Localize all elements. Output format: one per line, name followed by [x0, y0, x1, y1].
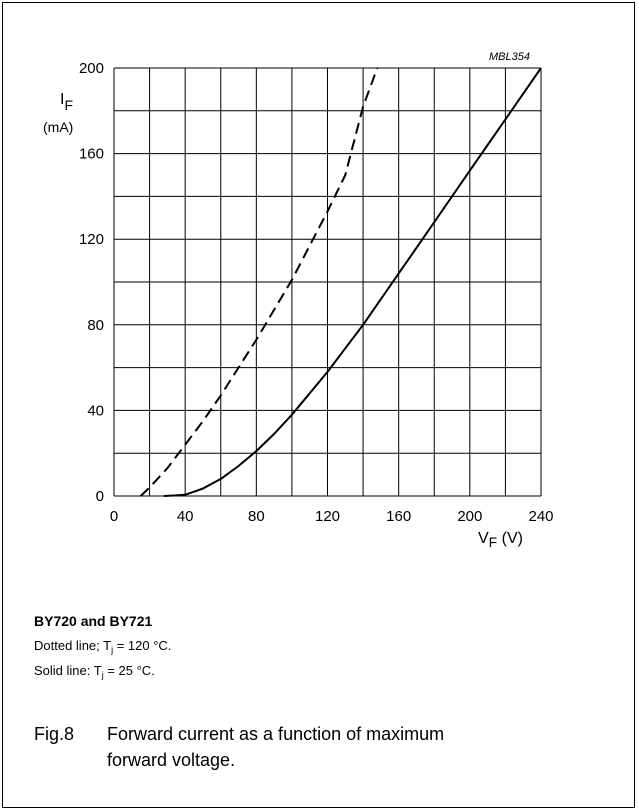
- series-solid-line: [163, 67, 542, 497]
- figure-title-line2: forward voltage.: [107, 750, 236, 770]
- x-tick-label: 40: [177, 508, 194, 525]
- x-tick-label: 120: [315, 508, 340, 525]
- figure-number: Fig.8: [34, 724, 75, 744]
- x-tick-label: 80: [248, 508, 265, 525]
- condition-solid: Solid line: Tj = 25 °C.: [34, 663, 155, 680]
- x-axis-label: VF (V): [478, 530, 523, 550]
- y-tick-label: 160: [79, 146, 104, 163]
- figure-title-line1: Forward current as a function of maximum: [107, 724, 445, 744]
- y-tick-label: 200: [79, 60, 104, 77]
- y-axis-label: IF: [60, 91, 73, 113]
- device-name: BY720 and BY721: [34, 613, 153, 629]
- tick-labels: 0 40 80 120 160 200 240 0 40 80 120 160 200: [79, 60, 554, 525]
- condition-dotted: Dotted line; Tj = 120 °C.: [34, 638, 172, 655]
- x-tick-label: 200: [457, 508, 482, 525]
- grid: [113, 67, 542, 497]
- y-tick-label: 120: [79, 231, 104, 248]
- y-axis-unit: (mA): [43, 119, 73, 135]
- x-tick-label: 240: [528, 508, 553, 525]
- chart-code: MBL354: [489, 51, 530, 63]
- series-group: [140, 67, 542, 497]
- x-tick-label: 0: [110, 508, 118, 525]
- x-tick-label: 160: [386, 508, 411, 525]
- series-dashed-line: [140, 67, 379, 497]
- y-tick-label: 80: [87, 317, 104, 334]
- y-tick-label: 0: [96, 488, 104, 505]
- y-tick-label: 40: [87, 402, 104, 419]
